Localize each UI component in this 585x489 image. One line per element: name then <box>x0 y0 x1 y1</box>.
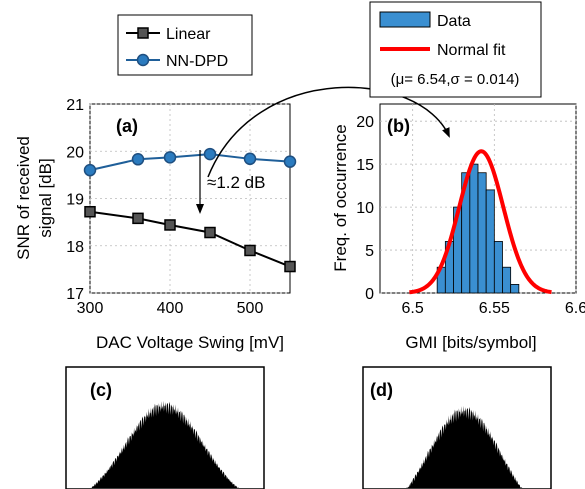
histogram-bar <box>493 241 503 294</box>
panel-b-label: (b) <box>387 116 410 136</box>
plot-a-xtick-label: 500 <box>237 300 264 317</box>
panel-d-label: (d) <box>370 380 393 400</box>
spectrum-c-frame <box>65 366 265 489</box>
fit-parameters: (μ= 6.54,σ = 0.014) <box>391 71 520 88</box>
plot-b-ylabel: Freq. of occurrence <box>331 124 350 271</box>
panel-b: 0 5 10 15 20 6.5 6.55 6.6 (b) GMI [bits/symbol]… <box>331 1 585 352</box>
series-line-linear <box>89 210 291 268</box>
connector-arrow <box>207 86 450 178</box>
plot-a-xlabel: DAC Voltage Swing [mV] <box>96 333 284 352</box>
data-point-nn-dpd <box>131 153 145 166</box>
data-point-linear <box>244 244 256 257</box>
plot-b-ticks: 0 5 10 15 20 6.5 6.55 6.6 <box>356 114 585 317</box>
plot-b-ytick-label: 0 <box>365 286 374 303</box>
plot-b-xtick-label: 6.55 <box>479 300 510 317</box>
normal-fit-curve <box>409 149 552 295</box>
plot-b-ytick-label: 10 <box>356 200 374 217</box>
plot-b-ytick-label: 5 <box>365 243 374 260</box>
plot-a-ytick-label: 18 <box>66 239 84 256</box>
series-line-nn-dpd <box>89 153 291 172</box>
data-point-nn-dpd <box>283 155 297 168</box>
spectrum-d <box>380 405 549 488</box>
spectrum-d-frame <box>362 366 552 489</box>
histogram-bar <box>510 284 520 294</box>
panel-a-label: (a) <box>116 116 138 136</box>
plot-a-xtick-label: 300 <box>77 300 104 317</box>
histogram-bar <box>469 163 479 294</box>
plot-a-xtick-label: 400 <box>157 300 184 317</box>
data-point-linear <box>284 260 296 273</box>
legend-data-label: Data <box>437 13 471 30</box>
plot-a-ytick-label: 21 <box>66 97 84 114</box>
plot-a-legend: Linear NN-DPD <box>117 14 253 76</box>
histogram-bar <box>502 266 512 294</box>
data-point-linear <box>84 205 96 218</box>
data-point-nn-dpd <box>243 152 257 166</box>
data-point-linear <box>164 219 176 231</box>
histogram-bar <box>477 172 487 294</box>
plot-b-ytick-label: 15 <box>356 157 374 174</box>
legend-linear-marker <box>137 27 149 39</box>
plot-a-ytick-label: 17 <box>66 286 84 303</box>
plot-b-legend: Data Normal fit (μ= 6.54,σ = 0.014) <box>369 1 542 98</box>
plot-b-grid <box>380 104 577 294</box>
data-point-nn-dpd <box>203 147 217 161</box>
legend-nndpd-label: NN-DPD <box>166 53 228 70</box>
plot-a-ytick-label: 20 <box>66 144 84 161</box>
panel-c-label: (c) <box>90 380 112 400</box>
spectrum-c <box>80 400 249 488</box>
data-point-nn-dpd <box>163 151 177 164</box>
plot-a-ticks: 17 18 19 20 21 300 400 500 <box>66 97 263 317</box>
panel-a: 17 18 19 20 21 300 400 500 (a) ≈1.2 dB DAC Volt… <box>14 14 297 352</box>
legend-nndpd-marker <box>136 53 150 67</box>
panel-d: (d) <box>362 366 552 489</box>
data-point-linear <box>132 212 144 225</box>
plot-a-series <box>83 147 297 273</box>
histogram-bar <box>485 189 495 294</box>
gap-annotation: ≈1.2 dB <box>207 173 265 192</box>
plot-b-bars <box>436 163 520 294</box>
legend-data-swatch <box>379 11 431 28</box>
plot-a-ylabel-line2: signal [dB] <box>36 158 55 237</box>
legend-fit-label: Normal fit <box>437 42 506 59</box>
plot-a-ytick-label: 19 <box>66 192 84 209</box>
data-point-nn-dpd <box>83 163 97 177</box>
plot-a-grid <box>89 103 290 294</box>
plot-b-xtick-label: 6.6 <box>565 300 585 317</box>
plot-b-xtick-label: 6.5 <box>402 300 424 317</box>
plot-b-xlabel: GMI [bits/symbol] <box>405 333 536 352</box>
legend-linear-label: Linear <box>166 26 211 43</box>
plot-a-ylabel-line1: SNR of received <box>14 136 33 260</box>
data-point-linear <box>204 226 216 239</box>
plot-b-ytick-label: 20 <box>356 114 374 131</box>
panel-c: (c) <box>65 366 265 489</box>
